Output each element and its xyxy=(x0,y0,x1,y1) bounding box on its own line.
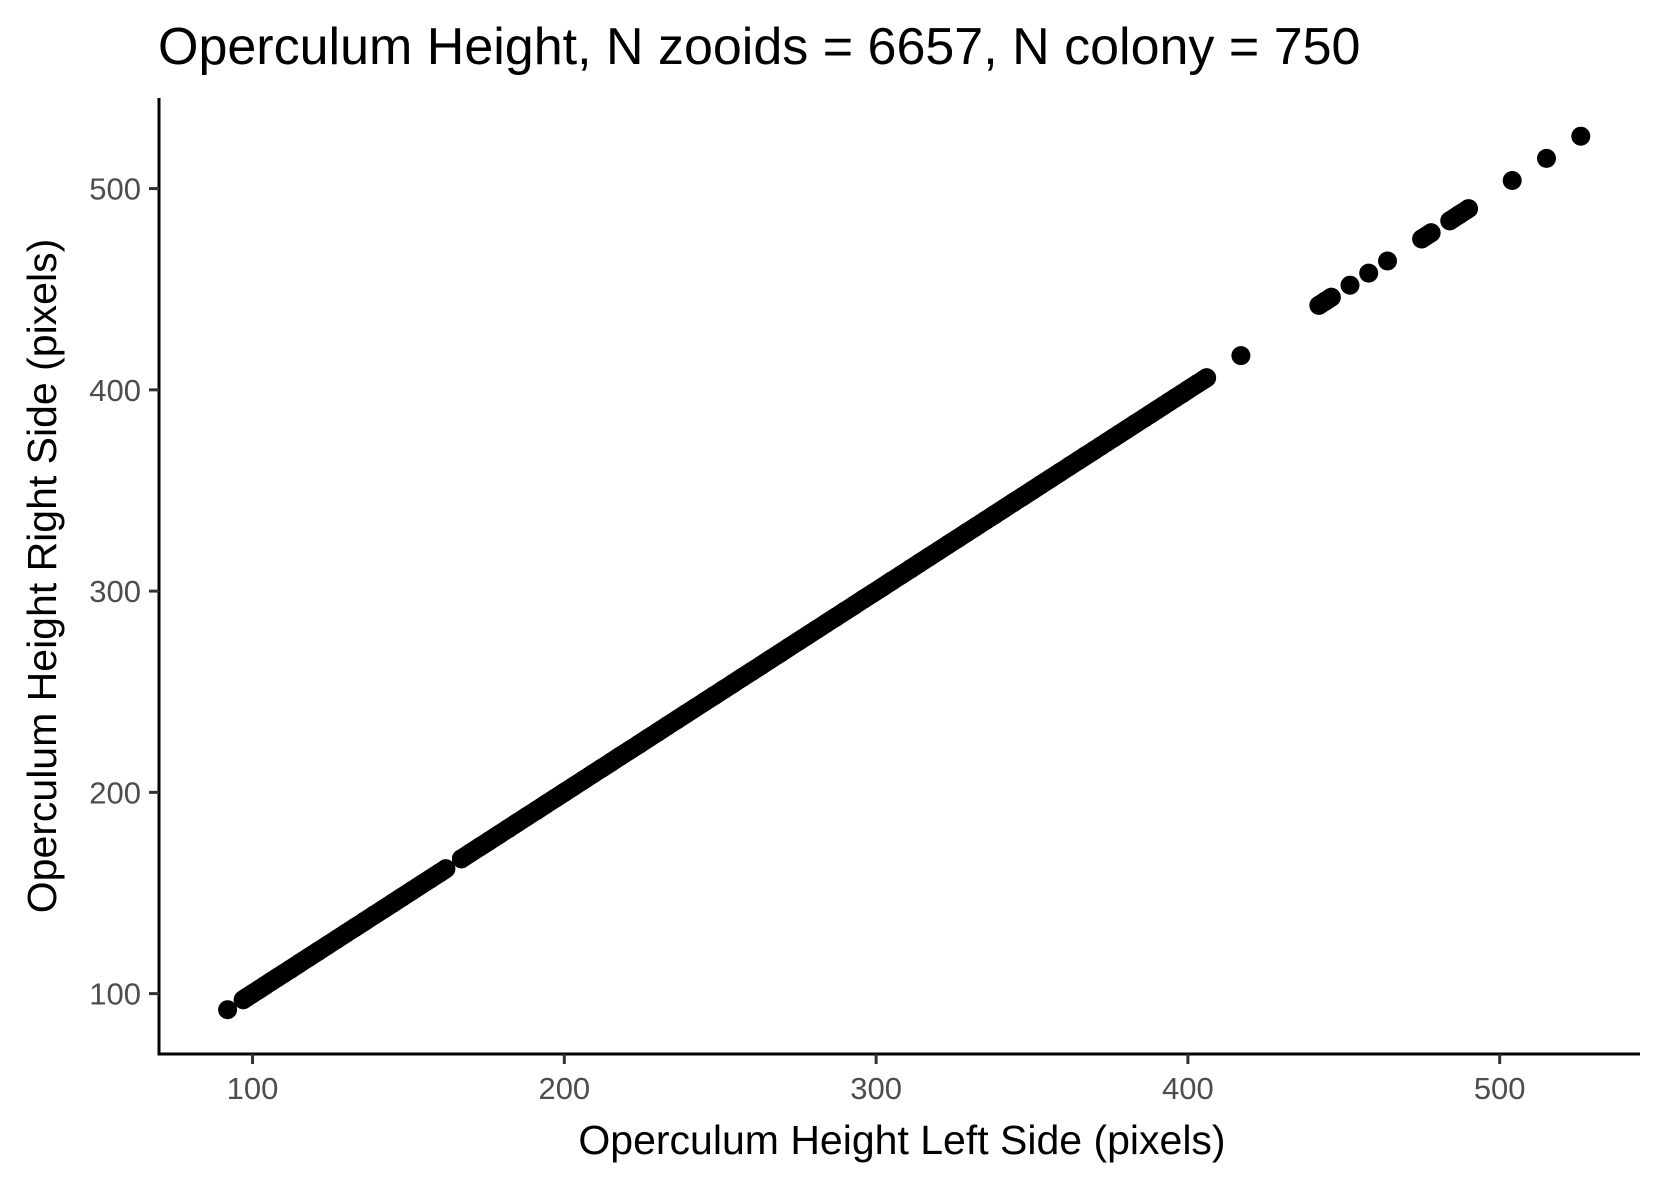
chart-title: Operculum Height, N zooids = 6657, N col… xyxy=(158,18,1360,76)
x-tick-label: 100 xyxy=(227,1071,279,1106)
x-tick-label: 400 xyxy=(1162,1071,1214,1106)
data-point xyxy=(1359,263,1379,283)
y-tick-label: 500 xyxy=(89,172,141,207)
x-tick-label: 300 xyxy=(850,1071,902,1106)
data-point-band xyxy=(1412,223,1441,249)
x-tick-label: 500 xyxy=(1474,1071,1526,1106)
data-point-band xyxy=(1315,287,1341,311)
data-point-band xyxy=(1449,199,1478,225)
x-axis-label: Operculum Height Left Side (pixels) xyxy=(578,1117,1225,1163)
y-tick-label: 200 xyxy=(89,775,141,810)
data-point-band xyxy=(430,859,456,883)
data-points-layer xyxy=(218,126,1591,1020)
data-point xyxy=(1340,275,1360,295)
y-axis-label: Operculum Height Right Side (pixels) xyxy=(19,239,65,914)
y-tick-label: 300 xyxy=(89,574,141,609)
y-tick-label: 100 xyxy=(89,977,141,1012)
data-point xyxy=(1571,126,1591,146)
data-point xyxy=(1537,148,1556,168)
data-point xyxy=(218,1000,238,1020)
data-point xyxy=(1231,346,1251,366)
x-tick-label: 200 xyxy=(538,1071,590,1106)
data-point xyxy=(1502,171,1522,190)
x-axis-ticks: 100 200 300 400 500 xyxy=(227,1054,1526,1106)
y-axis-ticks: 100 200 300 400 500 xyxy=(89,172,159,1012)
data-point-band xyxy=(1194,368,1217,390)
data-point xyxy=(1378,251,1397,271)
y-tick-label: 400 xyxy=(89,373,141,408)
